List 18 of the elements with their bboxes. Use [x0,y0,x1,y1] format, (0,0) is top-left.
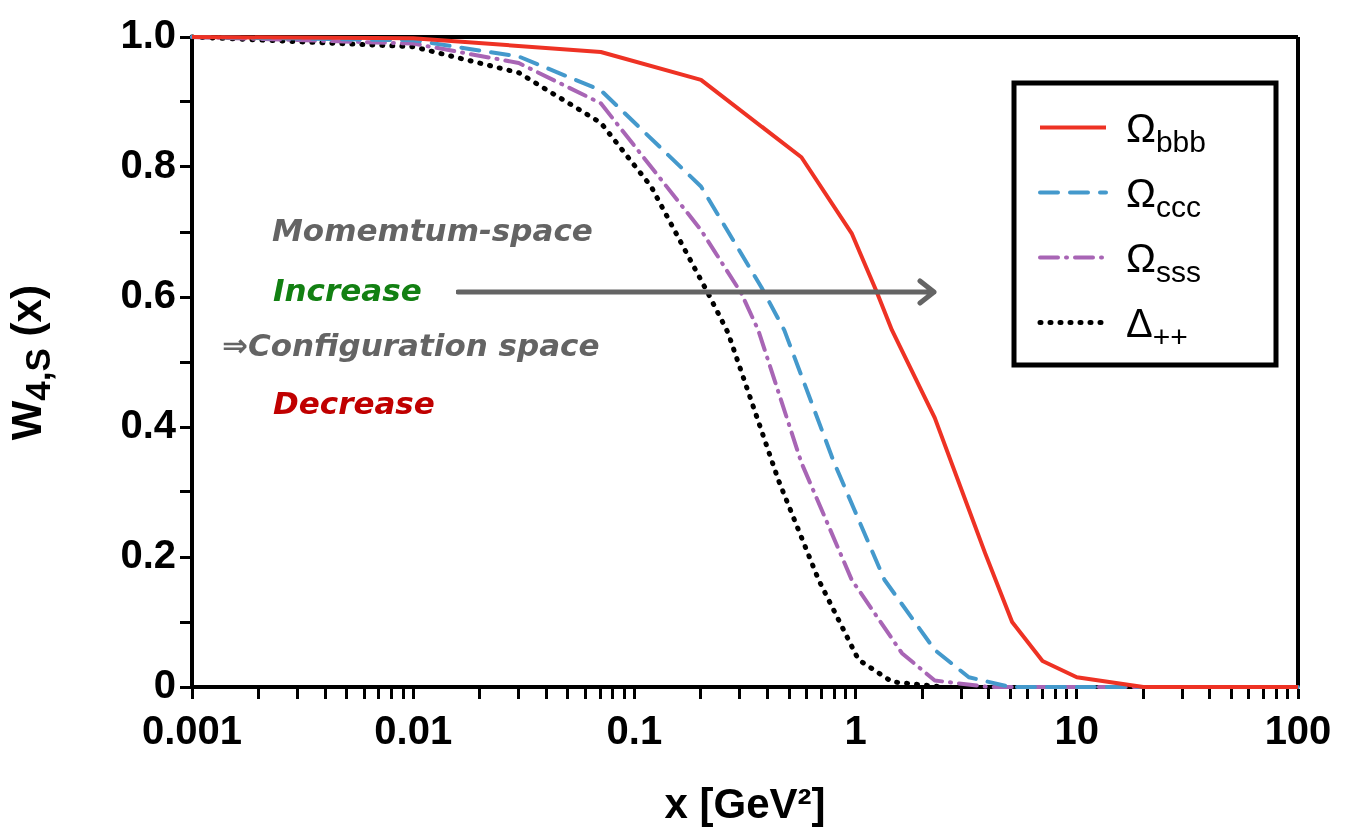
x-tick-label: 0.1 [606,708,663,753]
x-tick-label: 100 [1264,708,1332,753]
y-tick-label: 0.4 [120,402,177,447]
y-tick-label: 1.0 [120,12,176,57]
legend-label: Δ++ [1126,300,1188,353]
x-tick-label: 1 [844,708,867,753]
annotation: Momemtum-space [272,212,593,248]
annotation: Increase [273,272,422,308]
y-tick-label: 0.2 [120,532,176,577]
y-tick-label: 0 [153,662,176,707]
x-tick-label: 0.001 [141,708,243,753]
x-tick-label: 10 [1054,708,1100,753]
x-tick-label: 0.01 [374,708,453,753]
y-tick-label: 0.8 [120,142,176,187]
annotation: ⇒Configuration space [222,327,600,363]
y-tick-label: 0.6 [120,272,176,317]
annotation: Decrease [273,385,435,421]
x-axis-title: x [GeV²] [664,780,826,828]
